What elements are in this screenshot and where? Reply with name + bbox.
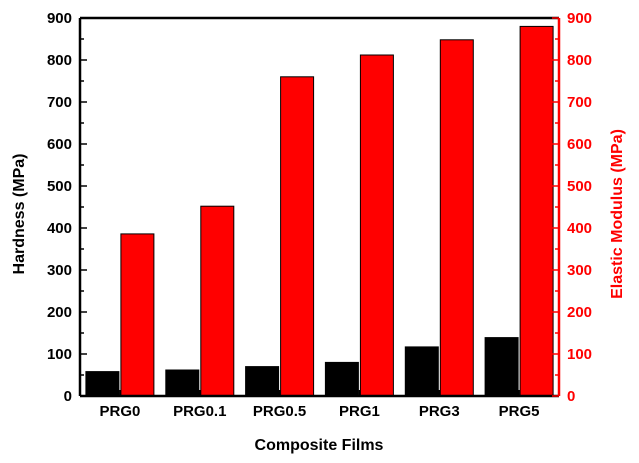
elastic-modulus-bar-prg1 xyxy=(359,54,394,397)
y-right-tick-label: 700 xyxy=(567,94,592,111)
y-right-tick-label: 100 xyxy=(567,346,592,363)
elastic-modulus-bar-prg0-5 xyxy=(280,76,315,397)
y-left-tick-label: 0 xyxy=(64,388,72,405)
bars-layer xyxy=(85,25,554,397)
elastic-modulus-bar-prg0-1 xyxy=(200,205,235,397)
y-left-tick-label: 700 xyxy=(47,94,72,111)
x-axis-title: Composite Films xyxy=(255,437,384,454)
y-left-tick-label: 400 xyxy=(47,220,72,237)
hardness-bar-prg0-5 xyxy=(245,366,280,397)
y-right-tick-label: 900 xyxy=(567,10,592,27)
x-tick-label: PRG0.1 xyxy=(173,403,226,420)
y-right-tick-label: 800 xyxy=(567,52,592,69)
y-left-tick-label: 200 xyxy=(47,304,72,321)
x-tick-label: PRG0 xyxy=(99,403,140,420)
x-tick-label: PRG1 xyxy=(339,403,380,420)
elastic-modulus-bar-prg5 xyxy=(519,25,554,397)
hardness-bar-prg5 xyxy=(484,337,519,397)
x-tick-label: PRG3 xyxy=(419,403,460,420)
labels-layer: 0 100 200 300 400 500 600 700 800 900 0 100 200 300 40… xyxy=(47,10,592,420)
hardness-bar-prg0-1 xyxy=(165,369,200,397)
y-right-tick-label: 500 xyxy=(567,178,592,195)
y-left-tick-label: 900 xyxy=(47,10,72,27)
y-right-tick-label: 300 xyxy=(567,262,592,279)
y-right-tick-label: 400 xyxy=(567,220,592,237)
y-axis-title-right: Elastic Modulus (MPa) xyxy=(609,129,626,299)
x-tick-label: PRG5 xyxy=(499,403,540,420)
axes-layer xyxy=(78,16,561,398)
hardness-bar-prg1 xyxy=(324,361,359,397)
y-left-tick-label: 100 xyxy=(47,346,72,363)
x-tick-label: PRG0.5 xyxy=(253,403,306,420)
y-left-tick-label: 600 xyxy=(47,136,72,153)
elastic-modulus-bar-prg3 xyxy=(439,39,474,397)
y-left-tick-label: 300 xyxy=(47,262,72,279)
elastic-modulus-bar-prg0 xyxy=(120,233,155,397)
y-axis-title-left: Hardness (MPa) xyxy=(11,154,28,275)
y-right-tick-label: 600 xyxy=(567,136,592,153)
hardness-bar-prg3 xyxy=(404,346,439,397)
hardness-bar-prg0 xyxy=(85,371,120,397)
y-right-tick-label: 200 xyxy=(567,304,592,321)
y-right-tick-label: 0 xyxy=(567,388,575,405)
y-left-tick-label: 500 xyxy=(47,178,72,195)
y-left-tick-label: 800 xyxy=(47,52,72,69)
